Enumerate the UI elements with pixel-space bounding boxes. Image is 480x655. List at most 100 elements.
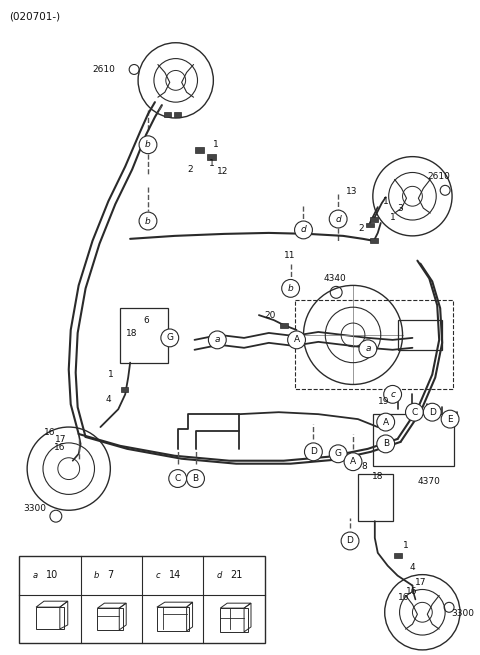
Circle shape xyxy=(344,453,362,471)
Circle shape xyxy=(282,280,300,297)
Circle shape xyxy=(377,413,395,431)
Bar xyxy=(195,147,204,153)
Text: 2610: 2610 xyxy=(427,172,450,181)
Circle shape xyxy=(341,532,359,550)
Text: D: D xyxy=(310,447,317,457)
Circle shape xyxy=(139,136,157,154)
Circle shape xyxy=(406,403,423,421)
Text: 18: 18 xyxy=(372,472,384,481)
Text: a: a xyxy=(365,345,371,353)
Text: 3300: 3300 xyxy=(451,608,474,618)
Bar xyxy=(19,556,265,643)
Text: A: A xyxy=(350,457,356,466)
Bar xyxy=(97,608,123,630)
Circle shape xyxy=(384,385,402,403)
Text: b: b xyxy=(145,217,151,225)
Text: 17: 17 xyxy=(415,578,427,587)
Text: 1: 1 xyxy=(390,213,396,221)
Text: 1: 1 xyxy=(108,370,114,379)
Text: d: d xyxy=(336,215,341,223)
Text: 8: 8 xyxy=(361,462,367,471)
Circle shape xyxy=(27,567,43,584)
Text: 2610: 2610 xyxy=(93,65,115,74)
Text: b: b xyxy=(94,571,99,580)
Bar xyxy=(295,300,453,390)
Text: 18: 18 xyxy=(126,329,138,339)
Text: B: B xyxy=(383,440,389,449)
Bar xyxy=(121,387,128,392)
Text: 4: 4 xyxy=(106,395,111,404)
Text: 3300: 3300 xyxy=(23,504,46,513)
Text: 1: 1 xyxy=(209,159,215,168)
Text: d: d xyxy=(300,225,306,234)
Text: B: B xyxy=(192,474,199,483)
Text: C: C xyxy=(175,474,181,483)
Text: 3: 3 xyxy=(397,204,403,213)
Text: b: b xyxy=(288,284,293,293)
Text: 1: 1 xyxy=(213,140,219,149)
Text: 6: 6 xyxy=(143,316,149,325)
Text: 14: 14 xyxy=(169,571,181,580)
Bar xyxy=(373,414,454,466)
Bar xyxy=(174,111,181,117)
Bar xyxy=(36,607,64,629)
Text: 16: 16 xyxy=(397,593,409,602)
Text: 16: 16 xyxy=(44,428,56,438)
Circle shape xyxy=(295,221,312,239)
Text: 13: 13 xyxy=(346,187,358,196)
Text: 19: 19 xyxy=(378,397,389,406)
Bar xyxy=(358,474,393,521)
Text: a: a xyxy=(215,335,220,345)
Circle shape xyxy=(208,331,226,349)
Bar xyxy=(394,553,402,558)
Text: E: E xyxy=(447,415,453,424)
Circle shape xyxy=(329,210,347,228)
Circle shape xyxy=(211,567,227,584)
Circle shape xyxy=(169,470,187,487)
Text: 7: 7 xyxy=(108,571,114,580)
Text: 11: 11 xyxy=(284,251,295,260)
Text: c: c xyxy=(156,571,160,580)
Circle shape xyxy=(359,340,377,358)
Bar xyxy=(164,111,171,117)
Bar xyxy=(370,217,378,221)
Bar xyxy=(207,154,216,160)
Text: a: a xyxy=(33,571,37,580)
Text: 1: 1 xyxy=(403,542,408,550)
Circle shape xyxy=(441,410,459,428)
Text: 20: 20 xyxy=(264,310,275,320)
Text: (020701-): (020701-) xyxy=(9,12,60,22)
Circle shape xyxy=(187,470,204,487)
Text: 16: 16 xyxy=(406,587,417,596)
Bar xyxy=(157,607,189,631)
Text: c: c xyxy=(390,390,395,399)
Text: G: G xyxy=(335,449,342,458)
Circle shape xyxy=(150,567,166,584)
Text: 2: 2 xyxy=(188,165,193,174)
Circle shape xyxy=(161,329,179,346)
Text: d: d xyxy=(216,571,222,580)
Text: 1: 1 xyxy=(383,196,388,206)
Text: A: A xyxy=(383,418,389,426)
Text: C: C xyxy=(411,407,418,417)
Text: 4340: 4340 xyxy=(324,274,346,283)
Text: 12: 12 xyxy=(217,167,228,176)
Circle shape xyxy=(88,567,105,584)
Bar xyxy=(280,322,288,328)
Bar xyxy=(220,608,248,632)
Circle shape xyxy=(329,445,347,462)
Bar xyxy=(397,320,442,350)
Text: D: D xyxy=(347,536,353,546)
Bar xyxy=(370,238,378,243)
Text: 4370: 4370 xyxy=(418,477,440,486)
Text: 4: 4 xyxy=(409,563,415,572)
Circle shape xyxy=(423,403,441,421)
Text: 21: 21 xyxy=(230,571,242,580)
Text: 17: 17 xyxy=(55,436,66,445)
Bar xyxy=(120,309,168,363)
Text: G: G xyxy=(166,333,173,343)
Circle shape xyxy=(139,212,157,230)
Text: A: A xyxy=(293,335,300,345)
Text: b: b xyxy=(145,140,151,149)
Text: 10: 10 xyxy=(46,571,58,580)
